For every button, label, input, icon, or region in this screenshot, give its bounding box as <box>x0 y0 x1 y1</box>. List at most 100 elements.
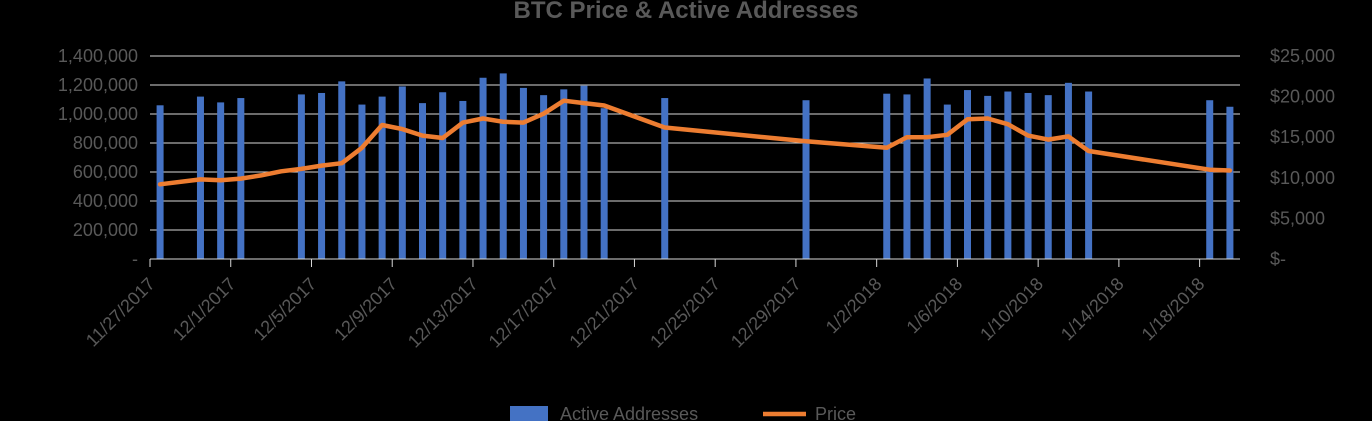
y-right-tick-label: $10,000 <box>1270 168 1335 188</box>
bar-active-addresses-12-6-2017 <box>338 81 346 259</box>
price-point-1-10-2018 <box>1046 138 1050 142</box>
bar-active-addresses-12-9-2017 <box>398 86 406 259</box>
bar-active-addresses-12-16-2017 <box>540 95 548 260</box>
bar-active-addresses-1-19-2018 <box>1226 106 1234 259</box>
price-point-12-6-2017 <box>340 161 344 165</box>
bar-active-addresses-12-5-2017 <box>318 92 326 259</box>
bar-active-addresses-12-10-2017 <box>419 103 426 259</box>
x-tick-label: 12/29/2017 <box>727 274 805 352</box>
price-point-1-11-2018 <box>1066 134 1070 138</box>
bar-active-addresses-1-3-2018 <box>903 94 911 259</box>
price-point-12-14-2017 <box>501 120 505 124</box>
price-point-12-2-2017 <box>259 173 263 177</box>
legend-label-price: Price <box>815 404 856 421</box>
bar-active-addresses-1-10-2018 <box>1044 95 1052 260</box>
price-point-1-8-2018 <box>1006 122 1010 126</box>
x-tick-label: 1/14/2018 <box>1057 274 1128 345</box>
bar-active-addresses-1-18-2018 <box>1206 100 1214 259</box>
x-tick-label: 11/27/2017 <box>82 274 159 351</box>
bar-active-addresses-12-14-2017 <box>499 73 507 260</box>
price-point-12-19-2017 <box>602 104 606 108</box>
y-right-tick-label: $5,000 <box>1270 208 1325 228</box>
bar-active-addresses-12-8-2017 <box>378 96 386 259</box>
price-point-12-15-2017 <box>521 121 525 125</box>
price-point-12-18-2017 <box>582 101 586 105</box>
bar-active-addresses-12-15-2017 <box>519 87 527 260</box>
axes: - 200,000 400,000 600,000 800,000 1,000,000 1,… <box>58 46 1335 352</box>
bar-active-addresses-12-4-2017 <box>297 94 305 259</box>
gridlines <box>150 55 1240 231</box>
x-tick-label: 12/1/2017 <box>169 274 240 345</box>
price-point-12-10-2017 <box>421 134 424 138</box>
price-point-1-7-2018 <box>986 117 990 121</box>
chart-title: BTC Price & Active Addresses <box>513 0 858 24</box>
x-tick-label: 1/10/2018 <box>976 274 1047 345</box>
y-right-tick-label: $25,000 <box>1270 46 1335 66</box>
price-point-1-5-2018 <box>945 133 949 137</box>
price-point-12-12-2017 <box>461 121 465 125</box>
x-tick-label: 1/6/2018 <box>903 274 967 338</box>
legend: Active Addresses Price <box>510 404 856 421</box>
price-point-1-6-2018 <box>966 117 969 121</box>
bar-active-addresses-1-6-2018 <box>964 90 971 259</box>
legend-swatch-active-addresses <box>510 406 548 421</box>
price-point-12-17-2017 <box>562 99 566 103</box>
bar-active-addresses-1-5-2018 <box>943 104 951 259</box>
x-tick-label: 1/2/2018 <box>822 274 886 338</box>
bar-active-addresses-1-7-2018 <box>984 95 992 259</box>
bar-active-addresses-12-13-2017 <box>479 77 487 259</box>
y-left-tick-label: 1,000,000 <box>58 104 138 124</box>
price-point-12-3-2017 <box>279 169 283 173</box>
y-left-tick-label: 400,000 <box>73 191 138 211</box>
bar-active-addresses-12-17-2017 <box>560 89 568 259</box>
bar-active-addresses-1-4-2018 <box>923 78 931 259</box>
active-addresses-bars <box>156 73 1234 260</box>
price-point-12-16-2017 <box>542 112 546 116</box>
bar-active-addresses-12-7-2017 <box>358 104 366 259</box>
legend-label-active-addresses: Active Addresses <box>560 404 698 421</box>
y-right-tick-label: $- <box>1270 249 1286 269</box>
y-left-tick-label: - <box>132 249 138 269</box>
price-point-12-13-2017 <box>481 117 485 121</box>
price-point-1-4-2018 <box>925 135 929 139</box>
x-tick-label: 12/17/2017 <box>485 274 563 352</box>
bar-active-addresses-12-22-2017 <box>661 98 669 259</box>
bar-active-addresses-1-8-2018 <box>1004 91 1012 260</box>
price-point-12-1-2017 <box>239 177 243 181</box>
x-tick-label: 12/9/2017 <box>330 274 401 345</box>
price-point-1-19-2018 <box>1228 168 1232 172</box>
bar-active-addresses-1-12-2018 <box>1085 91 1093 260</box>
price-point-12-11-2017 <box>441 136 445 140</box>
bar-active-addresses-12-29-2017 <box>802 100 810 259</box>
bar-active-addresses-12-18-2017 <box>580 85 588 259</box>
x-tick-label: 12/5/2017 <box>250 274 321 345</box>
bar-active-addresses-12-11-2017 <box>439 92 447 259</box>
x-tick-label: 1/18/2018 <box>1138 274 1209 345</box>
y-left-tick-label: 1,200,000 <box>58 75 138 95</box>
bar-active-addresses-12-12-2017 <box>459 100 467 259</box>
price-point-12-8-2017 <box>380 123 384 127</box>
x-tick-label: 12/25/2017 <box>646 274 724 352</box>
price-point-12-29-2017 <box>804 139 808 143</box>
price-point-1-12-2018 <box>1087 149 1091 153</box>
y-left-tick-label: 800,000 <box>73 133 138 153</box>
price-point-12-9-2017 <box>400 127 404 131</box>
y-right-tick-label: $15,000 <box>1270 127 1335 147</box>
price-point-12-7-2017 <box>360 146 364 150</box>
price-point-1-9-2018 <box>1026 134 1030 138</box>
x-tick-label: 12/21/2017 <box>565 274 643 352</box>
y-left-tick-label: 200,000 <box>73 220 138 240</box>
price-point-12-5-2017 <box>320 164 324 168</box>
price-point-1-2-2018 <box>885 146 889 150</box>
y-right-tick-label: $20,000 <box>1270 87 1335 107</box>
price-point-11-30-2017 <box>219 178 223 182</box>
price-point-12-22-2017 <box>663 125 667 129</box>
x-tick-label: 12/13/2017 <box>404 274 482 352</box>
price-point-12-4-2017 <box>299 167 303 171</box>
price-line-layer <box>157 98 1233 187</box>
bar-active-addresses-1-9-2018 <box>1024 92 1032 259</box>
y-left-tick-label: 600,000 <box>73 162 138 182</box>
bar-active-addresses-1-11-2018 <box>1064 82 1072 259</box>
y-left-tick-label: 1,400,000 <box>58 46 138 66</box>
